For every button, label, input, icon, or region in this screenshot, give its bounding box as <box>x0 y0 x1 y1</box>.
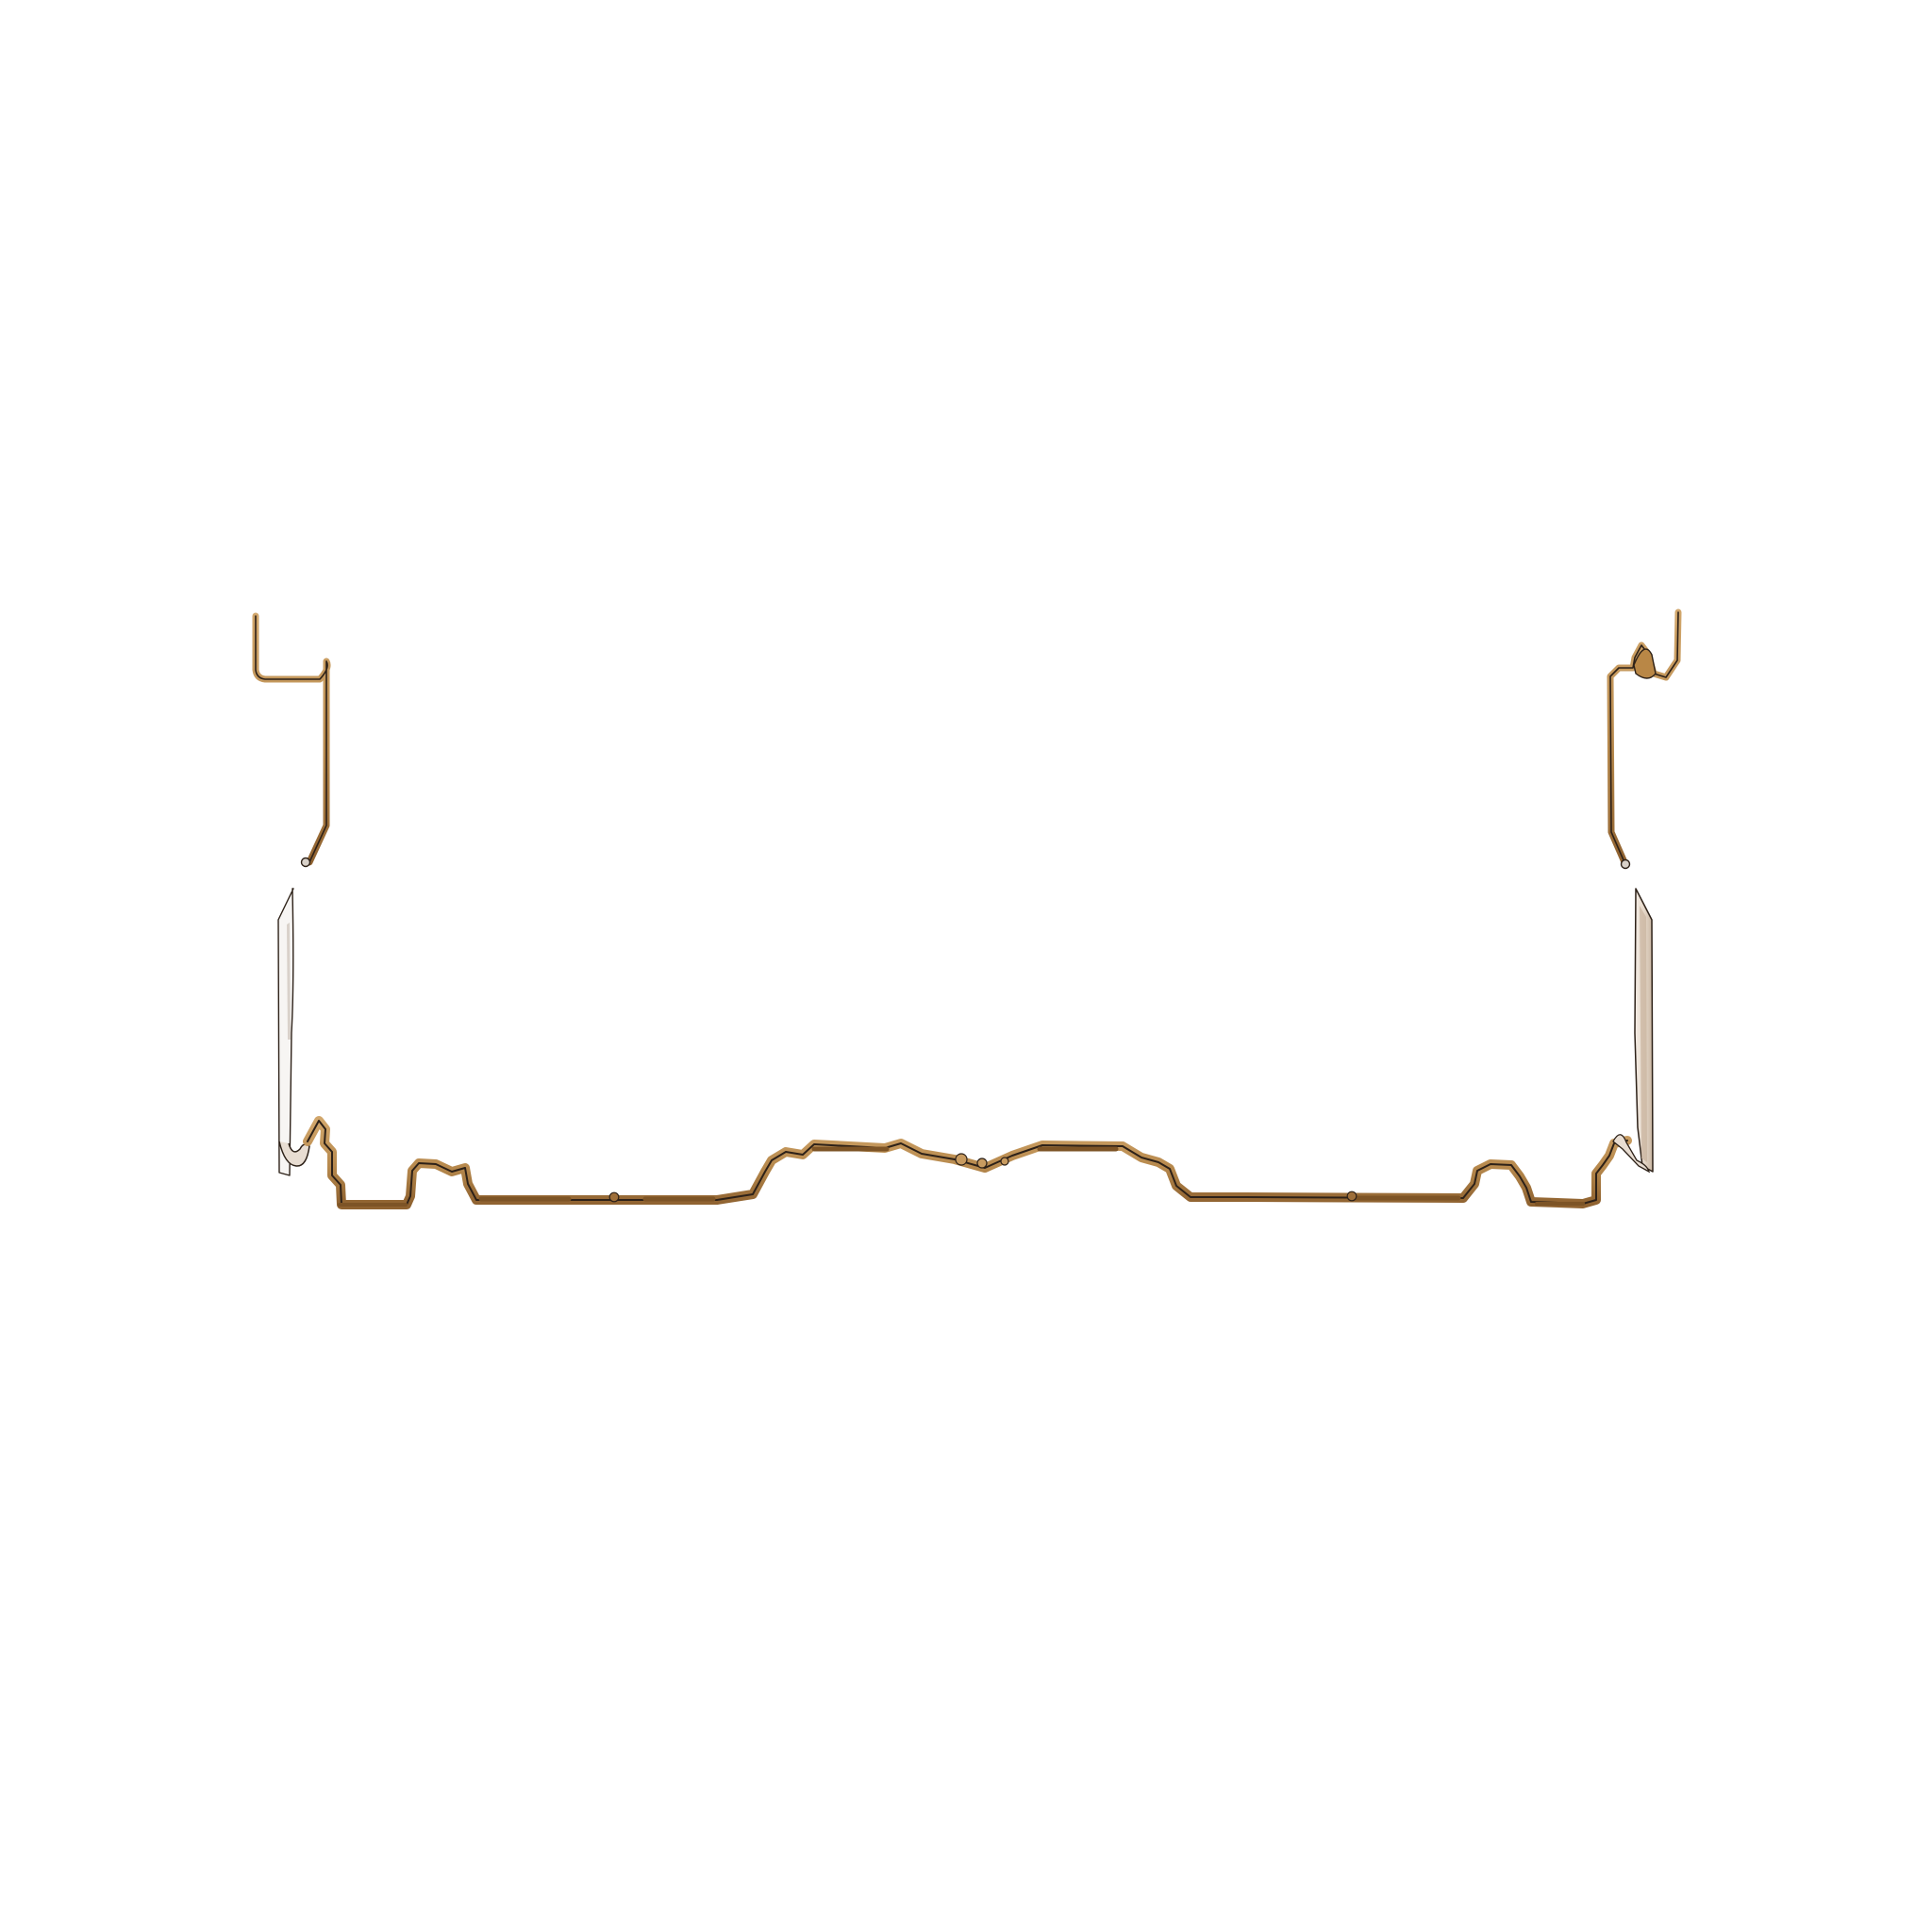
right-top-hook <box>1607 608 1682 870</box>
left-top-hook <box>252 612 331 868</box>
main-bottom-profile <box>303 1116 1632 1209</box>
right-side-panel <box>1612 888 1654 1174</box>
left-side-panel <box>277 888 310 1176</box>
